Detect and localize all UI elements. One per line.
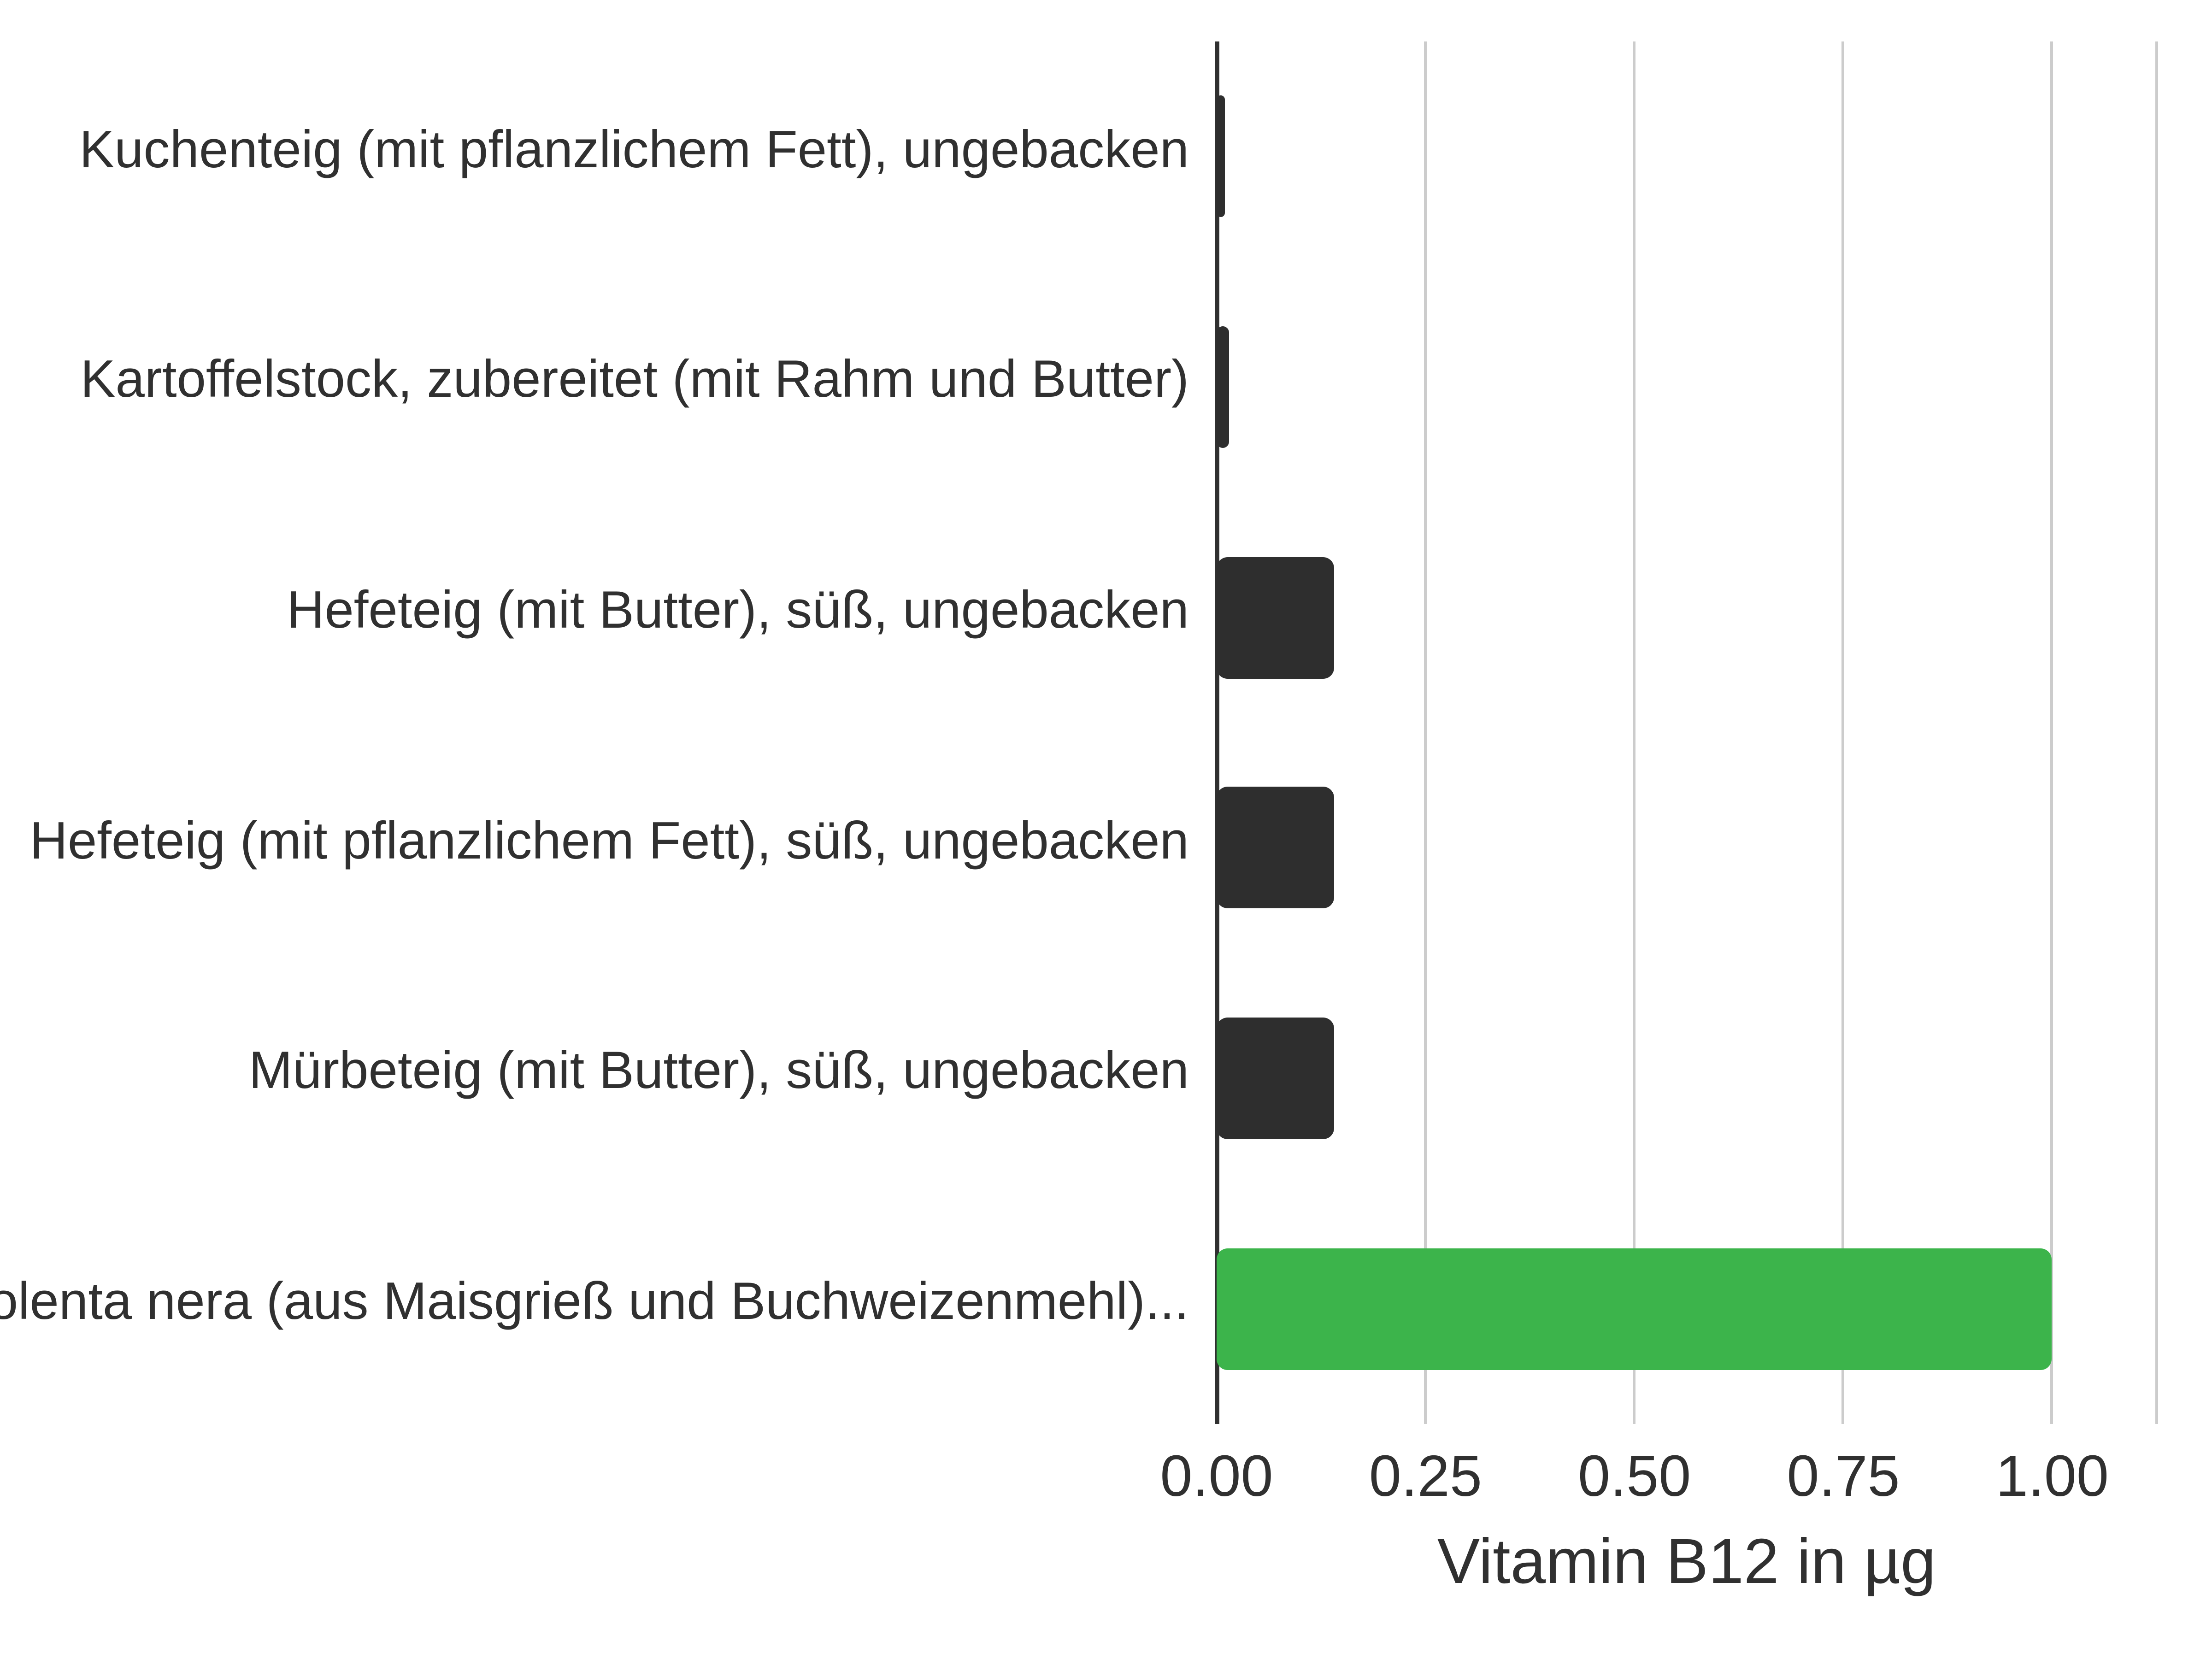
category-label: Kuchenteig (mit pflanzlichem Fett), unge… [79, 123, 1189, 180]
bar [1217, 326, 1229, 448]
gridline [1842, 41, 1845, 1424]
category-label: Hefeteig (mit Butter), süß, ungebacken [287, 583, 1189, 641]
chart-stage: Kuchenteig (mit pflanzlichem Fett), unge… [0, 0, 2212, 1659]
category-label: Polenta nera (aus Maisgrieß und Buchweiz… [0, 1275, 1189, 1332]
bar [1217, 1017, 1334, 1139]
gridline [2051, 41, 2053, 1424]
bar [1217, 787, 1334, 909]
bar [1217, 1248, 2052, 1370]
x-axis-title: Vitamin B12 in µg [1217, 1524, 2157, 1598]
x-tick-label: 0.50 [1531, 1443, 1738, 1510]
category-label: Kartoffelstock, zubereitet (mit Rahm und… [80, 353, 1189, 411]
y-axis-line [1215, 41, 1219, 1424]
x-tick-label: 0.25 [1322, 1443, 1529, 1510]
x-tick-label: 1.00 [1948, 1443, 2156, 1510]
category-label: Hefeteig (mit pflanzlichem Fett), süß, u… [30, 814, 1189, 871]
bar [1217, 557, 1334, 679]
bar [1217, 95, 1225, 218]
gridline [2155, 41, 2158, 1424]
gridline [1633, 41, 1636, 1424]
plot-area [1217, 41, 2157, 1424]
gridline [1424, 41, 1427, 1424]
x-tick-label: 0.75 [1740, 1443, 1947, 1510]
category-label: Mürbeteig (mit Butter), süß, ungebacken [249, 1044, 1189, 1102]
x-tick-label: 0.00 [1113, 1443, 1320, 1510]
